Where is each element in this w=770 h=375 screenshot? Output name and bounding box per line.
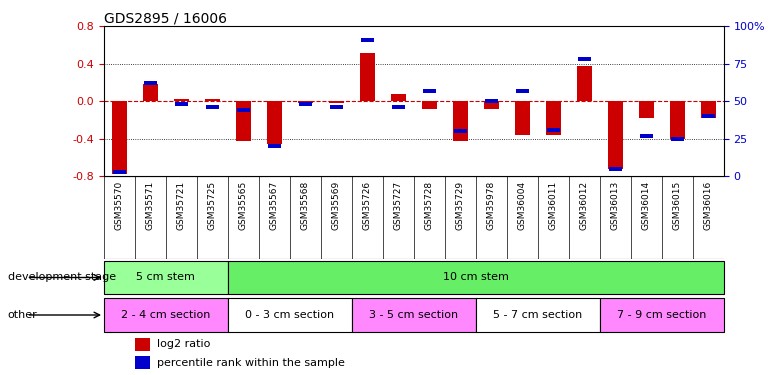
Bar (422, 101, 437, 109)
Bar (638, 101, 654, 118)
Bar (228, 298, 352, 332)
Text: GSM35726: GSM35726 (363, 180, 372, 230)
Text: GSM36014: GSM36014 (642, 180, 651, 230)
Text: log2 ratio: log2 ratio (156, 339, 210, 349)
Bar (266, 101, 282, 144)
Bar (390, 94, 406, 101)
Bar (360, 53, 375, 101)
Text: GSM36011: GSM36011 (549, 180, 557, 230)
Text: development stage: development stage (8, 273, 115, 282)
Bar (454, 129, 467, 133)
Text: GSM35569: GSM35569 (332, 180, 341, 230)
Bar (236, 101, 251, 141)
Bar (176, 102, 188, 106)
Text: percentile rank within the sample: percentile rank within the sample (156, 358, 344, 368)
Bar (352, 298, 476, 332)
Text: GSM36016: GSM36016 (704, 180, 713, 230)
Bar (476, 298, 600, 332)
Bar (547, 128, 560, 132)
Bar (142, 84, 158, 101)
Bar (298, 101, 313, 103)
Bar (361, 38, 373, 42)
Bar (546, 101, 561, 135)
Text: 5 cm stem: 5 cm stem (136, 273, 196, 282)
Bar (453, 101, 468, 141)
Bar (330, 105, 343, 109)
Text: GSM35721: GSM35721 (177, 180, 186, 230)
Bar (392, 105, 404, 109)
Bar (424, 89, 436, 93)
Text: GSM35978: GSM35978 (487, 180, 496, 230)
Bar (268, 144, 280, 148)
Bar (329, 101, 344, 103)
Bar (104, 261, 228, 294)
Text: GSM36004: GSM36004 (518, 180, 527, 230)
Bar (104, 298, 228, 332)
Bar (670, 101, 685, 139)
Text: 0 - 3 cm section: 0 - 3 cm section (246, 310, 334, 320)
Bar (671, 137, 684, 141)
Text: GSM36012: GSM36012 (580, 180, 589, 230)
Bar (135, 356, 150, 369)
Text: 2 - 4 cm section: 2 - 4 cm section (121, 310, 211, 320)
Text: GSM35729: GSM35729 (456, 180, 465, 230)
Bar (514, 101, 530, 135)
Bar (484, 101, 499, 109)
Bar (174, 99, 189, 101)
Text: GSM35568: GSM35568 (301, 180, 310, 230)
Bar (578, 57, 591, 61)
Bar (237, 108, 249, 112)
Bar (485, 99, 497, 103)
Bar (608, 101, 623, 169)
Text: GSM35567: GSM35567 (270, 180, 279, 230)
Text: 7 - 9 cm section: 7 - 9 cm section (617, 310, 707, 320)
Text: 10 cm stem: 10 cm stem (443, 273, 509, 282)
Text: GDS2895 / 16006: GDS2895 / 16006 (104, 11, 227, 25)
Bar (113, 170, 126, 174)
Bar (300, 102, 312, 106)
Bar (702, 114, 715, 118)
Text: GSM35727: GSM35727 (394, 180, 403, 230)
Text: GSM35565: GSM35565 (239, 180, 248, 230)
Text: GSM35571: GSM35571 (146, 180, 155, 230)
Bar (135, 338, 150, 351)
Bar (206, 105, 219, 109)
Bar (640, 134, 652, 138)
Bar (516, 89, 528, 93)
Text: other: other (8, 310, 38, 320)
Text: 3 - 5 cm section: 3 - 5 cm section (370, 310, 458, 320)
Text: GSM35725: GSM35725 (208, 180, 217, 230)
Text: GSM35570: GSM35570 (115, 180, 124, 230)
Bar (228, 261, 724, 294)
Bar (701, 101, 716, 118)
Bar (600, 298, 724, 332)
Text: GSM36013: GSM36013 (611, 180, 620, 230)
Bar (205, 99, 220, 101)
Text: 5 - 7 cm section: 5 - 7 cm section (494, 310, 582, 320)
Bar (609, 167, 621, 171)
Bar (112, 101, 127, 174)
Text: GSM35728: GSM35728 (425, 180, 434, 230)
Bar (577, 66, 592, 101)
Bar (144, 81, 156, 85)
Text: GSM36015: GSM36015 (673, 180, 681, 230)
